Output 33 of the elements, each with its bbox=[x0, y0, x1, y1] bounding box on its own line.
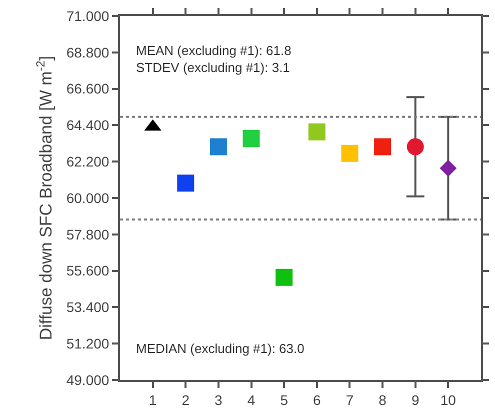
y-tick-label: 64.400 bbox=[66, 117, 110, 134]
x-tick-label: 6 bbox=[313, 392, 322, 408]
x-tick-label: 3 bbox=[214, 392, 223, 408]
x-tick-label: 4 bbox=[247, 392, 256, 408]
y-tick-label: 68.800 bbox=[66, 44, 110, 60]
point bbox=[341, 144, 358, 162]
annotation: STDEV (excluding #1): 3.1 bbox=[136, 60, 290, 75]
point bbox=[276, 268, 293, 286]
point bbox=[440, 160, 457, 177]
point bbox=[308, 123, 326, 140]
y-tick-label: 66.600 bbox=[66, 80, 110, 97]
y-tick-label: 55.600 bbox=[66, 262, 110, 279]
x-tick-label: 7 bbox=[346, 392, 354, 408]
point bbox=[374, 138, 392, 156]
annotation: MEDIAN (excluding #1): 63.0 bbox=[136, 341, 304, 356]
x-tick-label: 2 bbox=[182, 392, 190, 408]
y-tick-label: 57.800 bbox=[66, 226, 110, 242]
point bbox=[177, 174, 194, 192]
y-tick-label: 49.000 bbox=[66, 372, 110, 388]
y-tick-label: 53.400 bbox=[66, 299, 110, 316]
x-tick-label: 10 bbox=[440, 392, 456, 408]
y-tick-label: 60.000 bbox=[66, 190, 110, 206]
y-tick-label: 51.200 bbox=[66, 336, 110, 352]
y-tick-label: 62.200 bbox=[66, 154, 110, 170]
x-tick-label: 1 bbox=[148, 392, 157, 408]
x-tick-label: 5 bbox=[280, 392, 288, 408]
point bbox=[210, 138, 227, 156]
annotation: MEAN (excluding #1): 61.8 bbox=[136, 43, 292, 58]
y-tick-label: 71.000 bbox=[66, 8, 110, 24]
x-tick-label: 8 bbox=[378, 392, 387, 408]
x-tick-label: 9 bbox=[411, 392, 420, 408]
point bbox=[242, 130, 260, 147]
point bbox=[406, 138, 424, 156]
